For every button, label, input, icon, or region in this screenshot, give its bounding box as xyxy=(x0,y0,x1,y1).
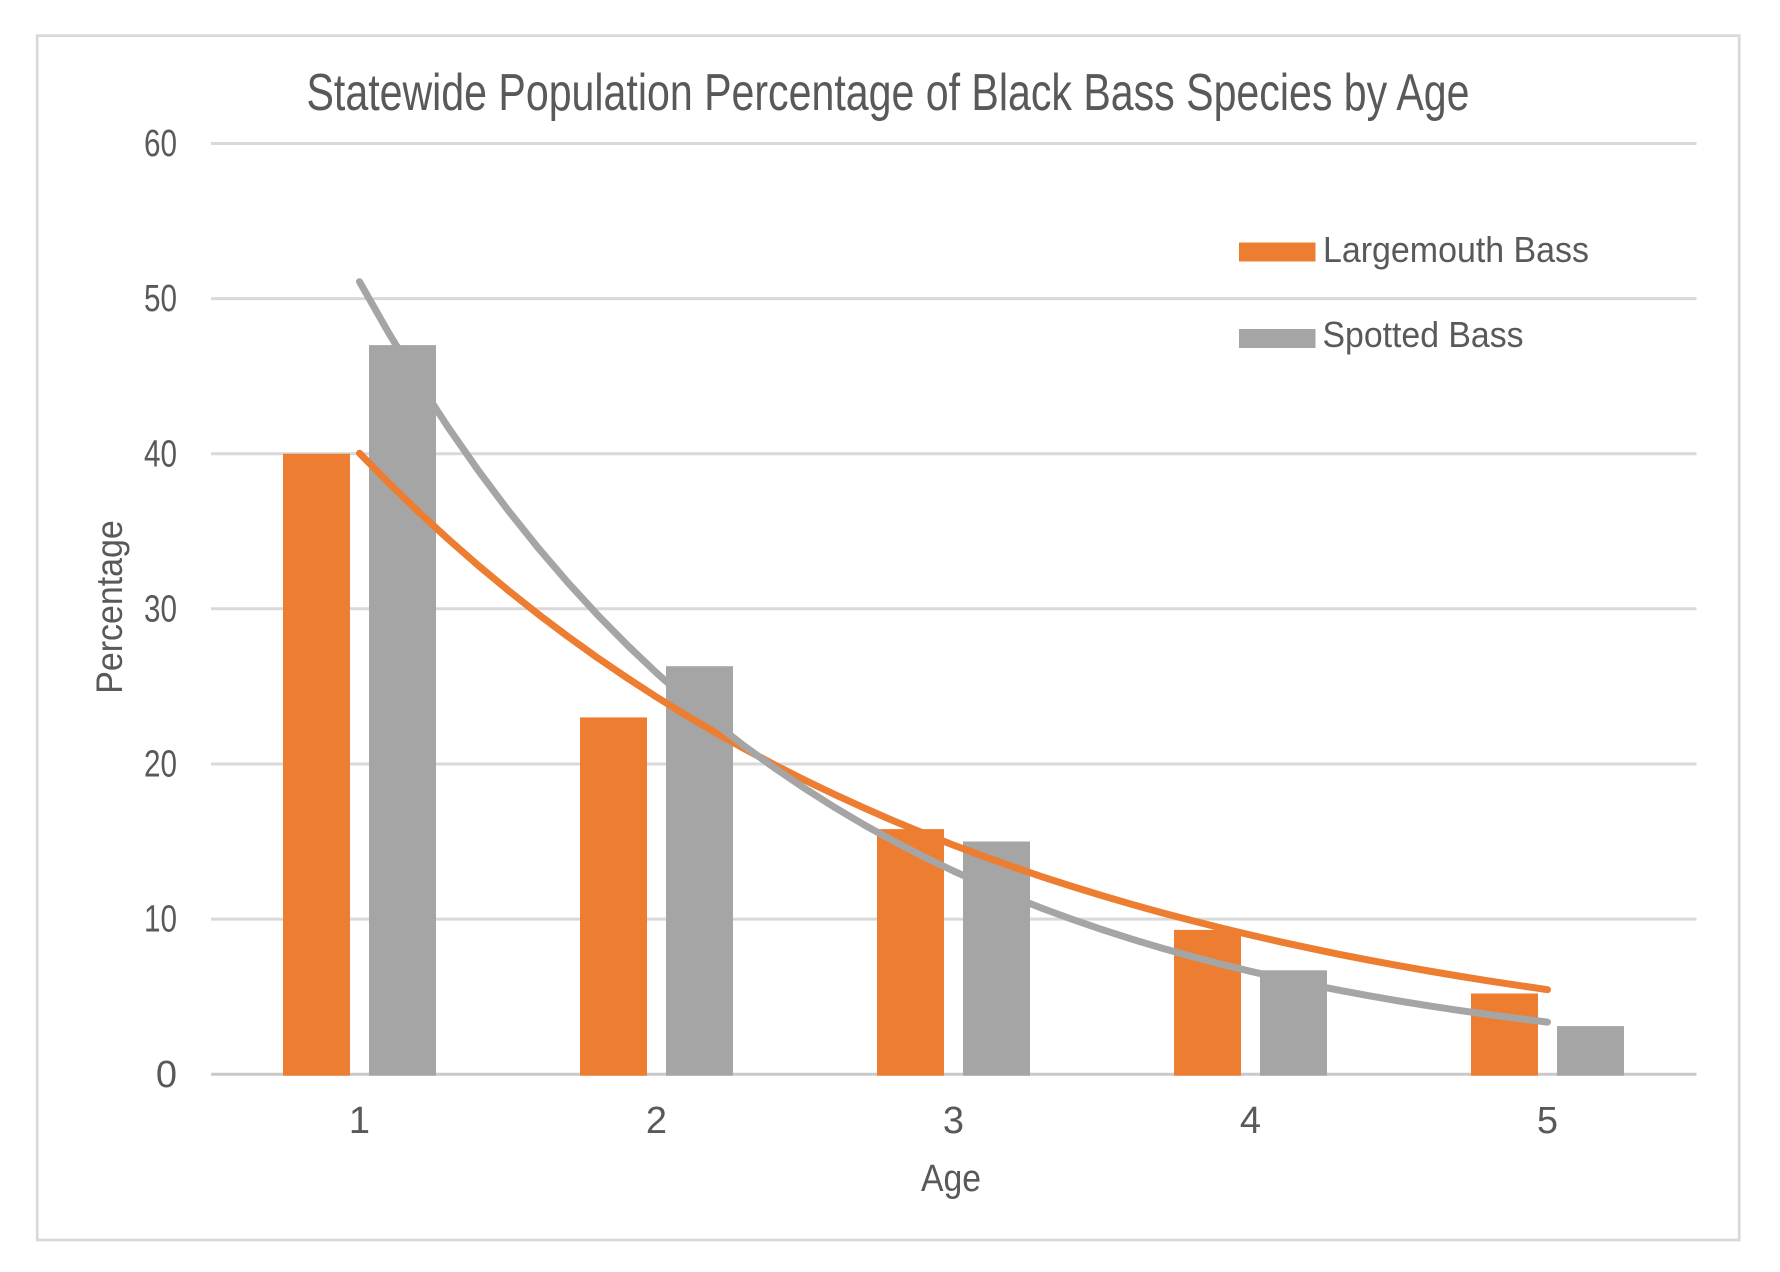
svg-text:1: 1 xyxy=(349,1100,370,1142)
svg-text:5: 5 xyxy=(1537,1100,1558,1142)
svg-text:30: 30 xyxy=(144,588,177,630)
svg-text:40: 40 xyxy=(144,433,177,475)
svg-text:10: 10 xyxy=(144,899,177,941)
svg-text:Statewide Population Percentag: Statewide Population Percentage of Black… xyxy=(307,64,1470,122)
svg-text:20: 20 xyxy=(144,744,177,786)
svg-text:2: 2 xyxy=(646,1100,667,1142)
svg-text:60: 60 xyxy=(144,123,177,165)
svg-text:0: 0 xyxy=(156,1054,177,1096)
svg-text:Percentage: Percentage xyxy=(89,520,130,694)
svg-text:50: 50 xyxy=(144,278,177,320)
svg-text:Spotted Bass: Spotted Bass xyxy=(1323,314,1524,355)
svg-text:Age: Age xyxy=(921,1158,981,1200)
svg-text:Largemouth Bass: Largemouth Bass xyxy=(1323,229,1589,270)
svg-text:3: 3 xyxy=(943,1100,964,1142)
svg-text:4: 4 xyxy=(1240,1100,1261,1142)
